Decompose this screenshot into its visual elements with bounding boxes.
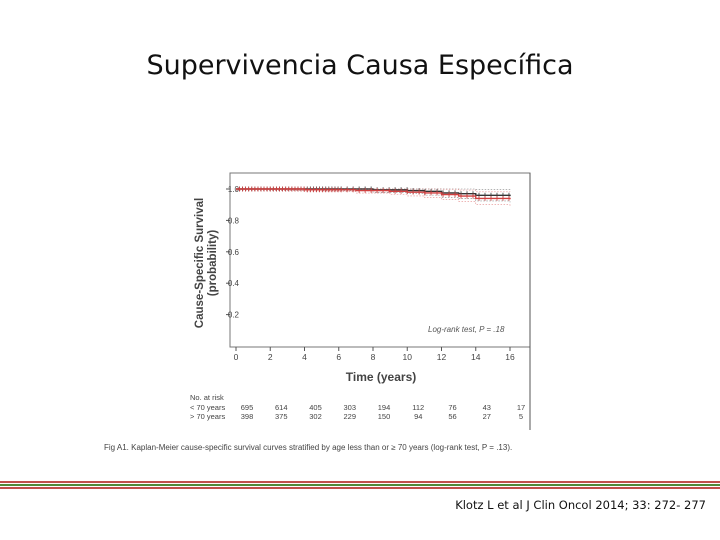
risk-cell: 112 <box>412 403 424 412</box>
x-tick-label: 6 <box>336 352 341 362</box>
survival-curve-2 <box>236 188 511 200</box>
risk-cell: 150 <box>378 412 391 421</box>
risk-cell: 194 <box>378 403 391 412</box>
figure-caption: Fig A1. Kaplan-Meier cause-specific surv… <box>104 443 512 452</box>
km-figure: Cause-Specific Survival(probability) Tim… <box>100 168 540 458</box>
x-tick-label: 16 <box>505 352 515 362</box>
risk-cell: 695 <box>241 403 254 412</box>
risk-table-header: No. at risk <box>190 393 224 402</box>
risk-cell: 94 <box>414 412 422 421</box>
citation: Klotz L et al J Clin Oncol 2014; 33: 272… <box>455 498 706 512</box>
risk-row-label: < 70 years <box>190 403 225 412</box>
plot-area <box>229 172 531 348</box>
ci-upper-line <box>236 188 511 193</box>
risk-cell: 229 <box>343 412 356 421</box>
y-tick-label: 0.2 <box>228 311 240 320</box>
y-axis-label: Cause-Specific Survival(probability) <box>194 198 219 328</box>
y-tick-label: 0.8 <box>228 216 240 225</box>
risk-cell: 43 <box>483 403 491 412</box>
log-rank-annotation: Log-rank test, P = .18 <box>428 325 505 334</box>
y-tick-label: 0.4 <box>228 279 240 288</box>
risk-row-label: > 70 years <box>190 412 225 421</box>
x-tick-label: 4 <box>302 352 307 362</box>
footer-rule-red <box>0 481 720 483</box>
footer-rule-red-2 <box>0 487 720 489</box>
x-tick-label: 10 <box>403 352 413 362</box>
x-tick-label: 12 <box>437 352 447 362</box>
risk-cell: 27 <box>483 412 491 421</box>
x-tick-label: 0 <box>234 352 239 362</box>
slide-title: Supervivencia Causa Específica <box>146 50 574 81</box>
x-tick-label: 8 <box>371 352 376 362</box>
risk-cell: 5 <box>519 412 523 421</box>
km-chart-svg: Cause-Specific Survival(probability) Tim… <box>104 172 531 452</box>
risk-cell: 76 <box>448 403 456 412</box>
y-tick-label: 1.0 <box>228 185 240 194</box>
footer-rule-green <box>0 484 720 486</box>
risk-cell: 375 <box>275 412 288 421</box>
risk-cell: 17 <box>517 403 525 412</box>
risk-cell: 303 <box>343 403 356 412</box>
risk-cell: 302 <box>309 412 322 421</box>
x-tick-label: 2 <box>268 352 273 362</box>
x-tick-label: 14 <box>471 352 481 362</box>
x-axis-label: Time (years) <box>346 370 416 384</box>
risk-cell: 405 <box>309 403 322 412</box>
y-tick-label: 0.6 <box>228 248 240 257</box>
risk-cell: 614 <box>275 403 288 412</box>
survival-curve-1 <box>236 188 511 197</box>
ci-lower-line <box>236 189 511 207</box>
risk-cell: 56 <box>448 412 456 421</box>
risk-cell: 398 <box>241 412 254 421</box>
